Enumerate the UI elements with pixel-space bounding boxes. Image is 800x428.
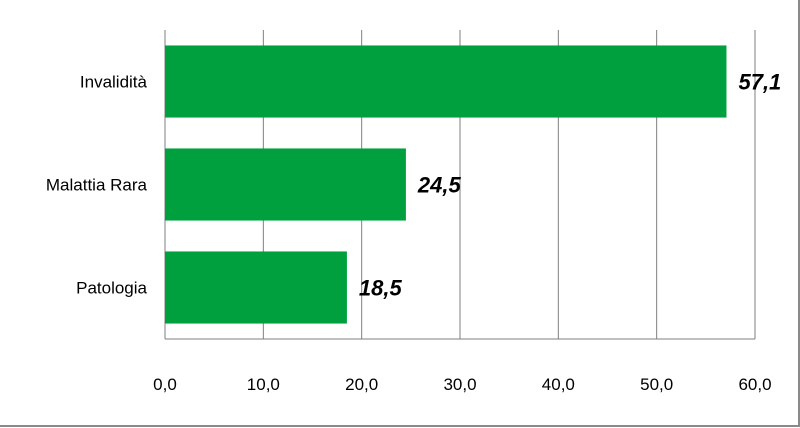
bar [165, 148, 406, 221]
category-label: Malattia Rara [46, 176, 148, 195]
x-tick-label: 0,0 [153, 375, 177, 394]
category-label: Invalidità [80, 73, 148, 92]
x-tick-label: 20,0 [345, 375, 378, 394]
bar [165, 45, 727, 118]
x-tick-label: 10,0 [247, 375, 280, 394]
x-tick-label: 60,0 [738, 375, 771, 394]
data-label: 18,5 [359, 276, 403, 301]
x-tick-label: 40,0 [542, 375, 575, 394]
bar [165, 251, 347, 324]
x-tick-label: 50,0 [640, 375, 673, 394]
x-tick-label: 30,0 [443, 375, 476, 394]
data-label: 57,1 [738, 70, 781, 95]
category-label: Patologia [76, 279, 147, 298]
data-label: 24,5 [417, 173, 462, 198]
